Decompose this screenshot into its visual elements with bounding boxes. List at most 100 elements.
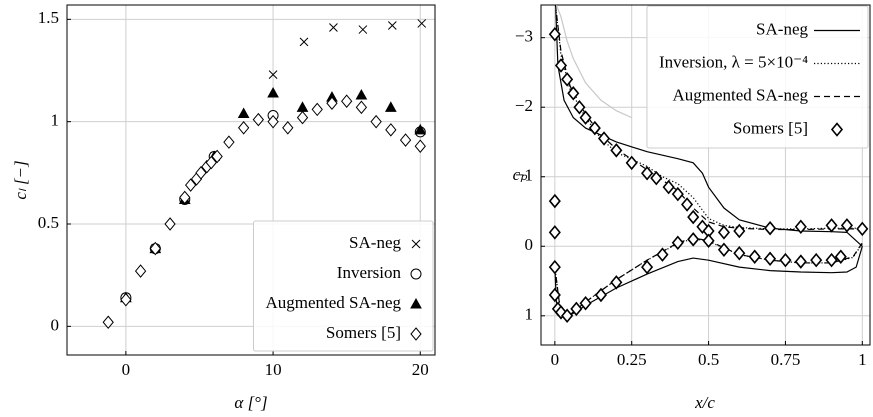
marker (834, 249, 847, 264)
x-tick-label: 0.25 (617, 350, 647, 369)
marker (840, 218, 853, 233)
y-axis-label: cₚ (513, 165, 529, 184)
x-tick-label: 0.75 (771, 350, 801, 369)
x-tick-label: 0 (122, 360, 131, 379)
marker (625, 155, 638, 171)
marker (597, 131, 611, 146)
marker (687, 209, 700, 225)
y-tick-label: 0 (525, 235, 534, 254)
marker (573, 99, 586, 115)
marker (650, 170, 663, 186)
x-tick-label: 10 (265, 360, 282, 379)
marker (554, 58, 568, 73)
marker (794, 219, 807, 235)
legend-marker (410, 327, 422, 341)
legend: SA-neg Inversion, λ = 5×10⁻⁴ Augmented SA-… (646, 5, 869, 149)
marker (299, 37, 309, 47)
marker (417, 19, 427, 28)
x-axis-label: x/c (694, 393, 715, 412)
marker (794, 254, 807, 269)
marker (567, 86, 580, 101)
marker (548, 26, 561, 42)
line (555, 5, 632, 119)
legend-label: Augmented SA-neg (672, 85, 808, 104)
legend-box (646, 5, 869, 149)
marker (764, 251, 777, 267)
plot-frame (540, 4, 871, 346)
x-tick-label: 0 (551, 350, 560, 369)
y-tick-label: 1 (51, 111, 60, 130)
marker (810, 252, 823, 268)
marker (355, 89, 368, 100)
marker (326, 96, 338, 111)
marker (268, 70, 278, 79)
marker (211, 149, 223, 164)
y-tick-label: −1 (515, 166, 533, 185)
legend-marker (410, 297, 422, 309)
panel: 0 10 20 0 0.5 1 1.5 α [°] cₗ [−] SA-neg Inversion A… (11, 4, 436, 412)
marker (548, 193, 561, 209)
marker (102, 315, 114, 330)
legend-marker (830, 122, 844, 137)
marker (681, 197, 694, 212)
marker (561, 308, 574, 324)
marker (588, 120, 601, 136)
marker (385, 123, 397, 137)
y-tick-label: 0.5 (38, 213, 59, 232)
marker (548, 287, 561, 303)
marker (341, 94, 353, 108)
marker (370, 114, 382, 129)
marker (149, 241, 161, 256)
y-tick-label: 1 (525, 305, 534, 324)
marker (641, 166, 654, 181)
marker (134, 264, 147, 278)
x-tick-label: 1 (858, 350, 867, 369)
marker (282, 121, 294, 135)
marker (702, 233, 715, 248)
plot-area (102, 19, 427, 330)
marker (237, 107, 250, 118)
marker (179, 190, 191, 205)
marker (825, 218, 838, 233)
marker (717, 242, 730, 257)
marker (414, 139, 426, 154)
legend-label: Inversion (337, 263, 402, 282)
marker (184, 178, 197, 192)
marker (296, 101, 309, 112)
marker (384, 101, 397, 112)
legend-label: SA-neg (756, 19, 808, 38)
marker (164, 217, 176, 231)
marker (570, 301, 583, 317)
marker (414, 123, 427, 135)
marker (296, 110, 309, 125)
legend: SA-neg Inversion Augmented SA-neg Somers [5… (252, 220, 434, 352)
marker (764, 220, 777, 236)
panel: 0 0.25 0.5 0.75 1 −3 −2 −1 0 1 x/c cₚ SA-neg Inversio… (513, 4, 871, 412)
legend-marker (410, 268, 422, 280)
marker (120, 292, 132, 307)
x-tick-label: 0.5 (698, 350, 719, 369)
y-tick-label: 0 (51, 315, 60, 334)
marker (355, 100, 368, 115)
marker (358, 25, 368, 34)
legend-label: Augmented SA-neg (265, 293, 401, 312)
marker (399, 133, 412, 147)
marker (329, 23, 338, 32)
y-tick-label: −2 (515, 96, 533, 115)
marker (779, 252, 792, 268)
marker (267, 114, 279, 129)
marker (656, 247, 669, 262)
y-axis-label: cₗ [−] (11, 160, 30, 199)
marker (548, 259, 561, 275)
legend-box (252, 220, 434, 352)
y-tick-label: 1.5 (38, 8, 59, 27)
legend-label: Somers [5] (326, 323, 401, 342)
marker (205, 155, 217, 170)
marker (687, 232, 700, 247)
legend-label: Somers [5] (733, 118, 808, 137)
marker (594, 287, 607, 303)
marker (561, 72, 574, 87)
y-tick-label: −3 (515, 27, 533, 46)
marker (252, 112, 265, 127)
